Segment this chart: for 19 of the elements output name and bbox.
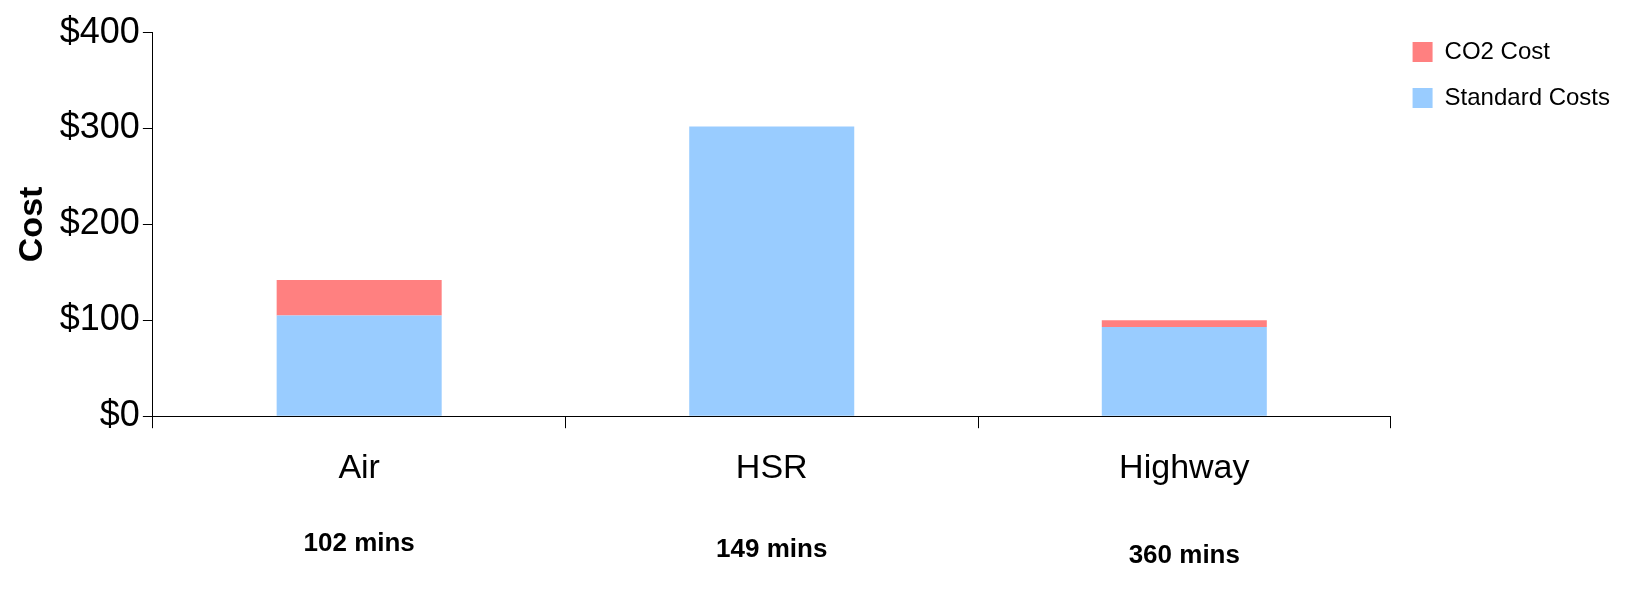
bar [1101, 320, 1267, 328]
x-tick-label: Highway [1119, 446, 1250, 485]
y-tick-label: $400 [59, 9, 140, 51]
y-tick-label: $0 [99, 393, 140, 435]
y-axis-title: Cost [10, 186, 49, 263]
bar [689, 126, 855, 416]
x-tick-label: Air [338, 446, 380, 485]
x-tick-label: HSR [735, 446, 808, 485]
legend-label: CO2 Cost [1444, 36, 1551, 64]
bar [1101, 327, 1267, 416]
y-tick-label: $200 [59, 201, 140, 243]
bar [276, 280, 442, 316]
text: 149 mins [716, 533, 828, 564]
text: 102 mins [303, 527, 415, 558]
text: 360 mins [1128, 539, 1240, 570]
y-tick-label: $300 [59, 105, 140, 147]
y-tick-label: $100 [59, 297, 140, 339]
legend-label: Standard Costs [1444, 82, 1610, 110]
bar [276, 315, 442, 416]
